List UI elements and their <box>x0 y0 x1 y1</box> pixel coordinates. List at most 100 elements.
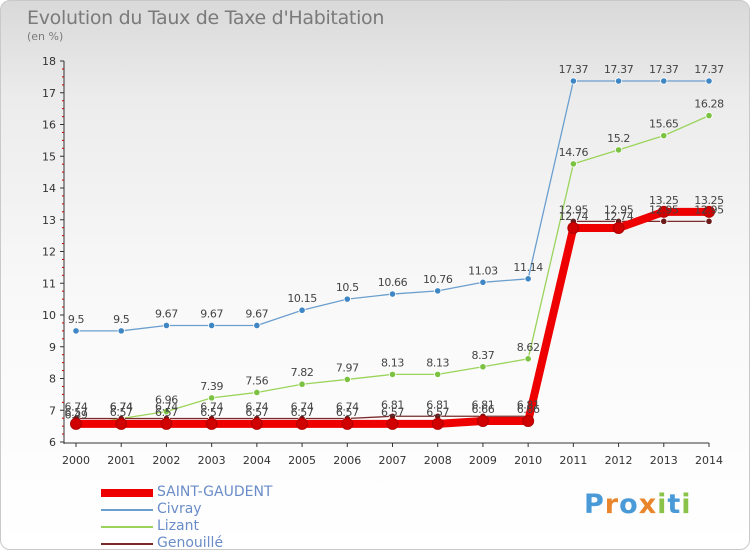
logo-letter: o <box>619 489 639 520</box>
data-label-genouill-: 12.95 <box>694 203 724 216</box>
data-label-lizant: 7.39 <box>200 380 223 393</box>
data-label-genouill-: 12.95 <box>649 203 679 216</box>
x-tick-label: 2007 <box>379 454 407 467</box>
data-point-lizant <box>614 146 623 154</box>
data-point-saint-gaudent <box>296 417 309 430</box>
data-point-saint-gaudent <box>431 417 444 430</box>
data-point-saint-gaudent <box>70 417 82 430</box>
y-tick-label: 10 <box>42 309 56 322</box>
data-point-civray <box>162 321 171 330</box>
data-point-lizant <box>208 394 216 402</box>
data-point-saint-gaudent <box>160 417 173 430</box>
data-label-saint-gaudent: 13.25 <box>694 194 724 207</box>
data-point-lizant <box>569 160 577 168</box>
chart-subtitle: (en %) <box>27 30 64 43</box>
data-point-saint-gaudent <box>386 417 399 430</box>
x-tick-label: 2008 <box>424 454 452 467</box>
data-point-lizant <box>162 407 171 416</box>
data-label-genouill-: 12.95 <box>559 203 589 216</box>
data-label-lizant: 6.74 <box>110 401 133 414</box>
data-point-saint-gaudent <box>341 417 354 430</box>
y-tick-label: 11 <box>42 277 56 290</box>
data-label-genouill-: 6.74 <box>110 401 133 414</box>
data-label-genouill-: 6.81 <box>426 398 449 411</box>
legend-label-civray: Civray <box>157 501 202 517</box>
data-label-civray: 17.37 <box>694 63 724 76</box>
data-label-saint-gaudent: 6.57 <box>110 406 133 419</box>
data-label-lizant: 6.96 <box>155 394 178 407</box>
data-label-genouill-: 6.74 <box>291 401 314 414</box>
x-tick-label: 2003 <box>198 454 226 467</box>
data-point-lizant <box>660 132 668 140</box>
x-tick-label: 2006 <box>333 454 361 467</box>
data-label-lizant: 8.62 <box>517 341 540 354</box>
x-tick-label: 2012 <box>605 454 633 467</box>
data-label-genouill-: 12.95 <box>604 203 634 216</box>
data-label-saint-gaudent: 12.74 <box>604 210 634 223</box>
legend-swatch-saint-gaudent <box>101 489 153 497</box>
y-tick-label: 7 <box>49 404 56 417</box>
data-point-saint-gaudent <box>567 222 580 235</box>
data-label-civray: 9.67 <box>200 307 223 320</box>
data-label-civray: 9.5 <box>68 313 85 326</box>
data-label-genouill-: 6.81 <box>471 398 494 411</box>
data-label-lizant: 7.97 <box>336 361 359 374</box>
data-label-genouill-: 6.81 <box>381 398 404 411</box>
logo-letter: r <box>604 489 620 520</box>
data-label-civray: 9.5 <box>113 313 130 326</box>
data-point-saint-gaudent <box>115 417 128 430</box>
y-tick-label: 13 <box>42 214 56 227</box>
data-point-genouill- <box>705 217 713 225</box>
data-label-lizant: 15.2 <box>607 132 630 145</box>
chart-title: Evolution du Taux de Taxe d'Habitation <box>27 7 385 29</box>
x-tick-label: 2013 <box>650 454 678 467</box>
data-point-civray <box>388 290 397 298</box>
data-label-civray: 10.66 <box>378 276 408 289</box>
legend-label-lizant: Lizant <box>157 518 199 534</box>
data-label-saint-gaudent: 6.57 <box>245 406 268 419</box>
data-label-saint-gaudent: 6.57 <box>65 406 88 419</box>
data-label-civray: 10.76 <box>423 273 453 286</box>
data-label-saint-gaudent: 6.57 <box>155 406 178 419</box>
data-point-lizant <box>253 388 261 397</box>
data-label-lizant: 7.56 <box>245 374 268 387</box>
y-tick-label: 6 <box>49 436 56 449</box>
data-label-lizant: 8.13 <box>426 356 449 369</box>
data-point-lizant <box>479 363 487 371</box>
data-point-saint-gaudent <box>250 417 263 430</box>
x-tick-label: 2002 <box>152 454 180 467</box>
data-label-lizant: 14.76 <box>559 146 589 159</box>
legend-label-genouill-: Genouillé <box>157 535 224 550</box>
data-label-genouill-: 6.74 <box>245 401 268 414</box>
x-tick-label: 2014 <box>695 454 723 467</box>
data-label-lizant: 6.49 <box>65 408 88 421</box>
logo-letter: t <box>667 489 682 520</box>
logo-letter: x <box>638 489 658 520</box>
data-point-civray <box>253 321 261 330</box>
y-tick-label: 15 <box>42 150 56 163</box>
y-tick-label: 17 <box>42 87 56 100</box>
data-point-civray <box>524 275 532 283</box>
data-point-civray <box>569 77 577 85</box>
x-tick-label: 2000 <box>62 454 90 467</box>
data-label-civray: 17.37 <box>604 63 634 76</box>
data-label-civray: 11.03 <box>468 264 498 277</box>
data-point-civray <box>72 327 80 335</box>
data-point-civray <box>343 295 351 303</box>
data-point-civray <box>208 321 216 330</box>
data-point-lizant <box>388 370 397 378</box>
y-tick-label: 12 <box>42 246 56 259</box>
data-label-lizant: 7.82 <box>291 366 314 379</box>
y-tick-label: 8 <box>49 373 56 386</box>
data-label-civray: 9.67 <box>155 307 178 320</box>
data-label-saint-gaudent: 12.74 <box>559 210 589 223</box>
data-label-civray: 10.15 <box>287 292 317 305</box>
data-point-lizant <box>524 355 532 363</box>
data-label-genouill-: 6.74 <box>200 401 223 414</box>
proxiti-logo: Proxiti <box>584 489 692 520</box>
data-label-genouill-: 6.74 <box>336 401 359 414</box>
data-point-genouill- <box>660 217 668 225</box>
logo-letter: i <box>681 489 692 520</box>
data-point-saint-gaudent <box>657 205 670 218</box>
